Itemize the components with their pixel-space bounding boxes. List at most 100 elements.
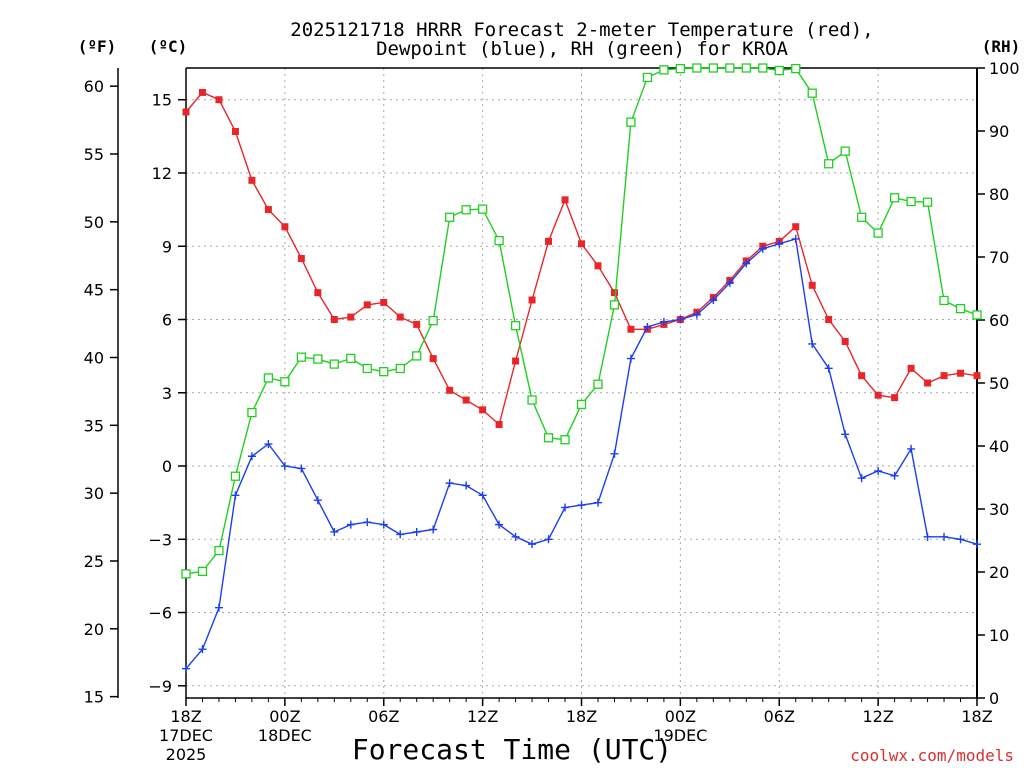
- temperature-point: [891, 394, 899, 402]
- dewpoint-point: [824, 364, 833, 373]
- fahrenheit-tick-label: 15: [84, 688, 104, 707]
- dewpoint-point: [346, 520, 355, 529]
- x-tick-label: 18Z: [566, 707, 597, 726]
- rh-point: [181, 569, 191, 579]
- rh-point: [576, 399, 587, 410]
- rh-point: [214, 545, 224, 556]
- dewpoint-point: [857, 474, 866, 483]
- rh-point: [626, 117, 636, 127]
- dewpoint-point: [379, 520, 388, 529]
- rh-point: [906, 196, 916, 207]
- dewpoint-point: [247, 452, 256, 461]
- chart-title-line2: Dewpoint (blue), RH (green) for KROA: [376, 38, 788, 60]
- dewpoint-point: [593, 498, 602, 507]
- x-tick-label: 12Z: [467, 707, 498, 726]
- rh-point: [807, 88, 817, 98]
- rh-tick-label: 80: [989, 185, 1009, 204]
- temperature-point: [363, 301, 371, 309]
- temperature-point: [858, 372, 866, 380]
- temperature-point: [907, 364, 915, 372]
- rh-tick-label: 30: [989, 500, 1009, 519]
- x-tick-label: 18Z: [961, 707, 992, 726]
- rh-point: [675, 63, 686, 74]
- chart-title-line1: 2025121718 HRRR Forecast 2-meter Tempera…: [290, 19, 873, 41]
- temperature-point: [182, 108, 190, 116]
- watermark: coolwx.com/models: [850, 746, 1014, 765]
- dewpoint-point: [462, 481, 471, 490]
- rh-point: [379, 367, 389, 377]
- dewpoint-point: [643, 322, 652, 331]
- x-tick-label: 18DEC: [258, 726, 312, 745]
- rh-tick-label: 90: [989, 122, 1009, 141]
- dewpoint-point: [264, 440, 273, 449]
- dewpoint-point: [791, 234, 800, 243]
- rh-point: [609, 300, 620, 310]
- x-axis-label: Forecast Time (UTC): [352, 733, 672, 766]
- x-tick-label: 19DEC: [653, 726, 707, 745]
- rh-tick-label: 100: [989, 59, 1020, 78]
- rh-point: [247, 407, 257, 418]
- temperature-point: [578, 240, 585, 248]
- temperature-point: [940, 372, 948, 380]
- x-tick-label: 06Z: [764, 707, 795, 726]
- dewpoint-point: [890, 471, 899, 480]
- x-tick-label: 00Z: [269, 707, 300, 726]
- dewpoint-point: [330, 527, 339, 536]
- rh-axis-unit: (RH): [982, 37, 1021, 56]
- rh-point: [543, 433, 554, 443]
- celsius-tick-label: 12: [152, 164, 172, 183]
- rh-point: [445, 212, 455, 222]
- rh-point: [494, 235, 504, 246]
- temperature-point: [792, 223, 800, 231]
- rh-point: [296, 352, 307, 362]
- rh-point: [395, 363, 405, 374]
- temperature-point: [528, 296, 536, 304]
- rh-point: [824, 159, 834, 169]
- dewpoint-point: [577, 501, 586, 510]
- fahrenheit-tick-label: 25: [84, 552, 104, 571]
- celsius-tick-label: 15: [152, 91, 172, 110]
- dewpoint-point: [231, 491, 240, 500]
- dewpoint-point: [940, 532, 949, 541]
- celsius-tick-label: −9: [148, 677, 172, 696]
- temperature-point: [380, 298, 388, 306]
- dewpoint-point: [280, 462, 289, 471]
- rh-point: [774, 65, 784, 76]
- fahrenheit-tick-label: 60: [84, 77, 104, 96]
- rh-point: [510, 321, 521, 331]
- temperature-point: [462, 396, 470, 404]
- temperature-point: [281, 223, 289, 231]
- dewpoint-point: [841, 430, 850, 439]
- temperature-point: [495, 421, 503, 429]
- temperature-point: [231, 127, 239, 135]
- dewpoint-point: [182, 664, 190, 673]
- rh-point: [939, 295, 949, 306]
- temperature-point: [429, 355, 437, 363]
- dewpoint-point: [214, 603, 223, 612]
- rh-point: [428, 315, 438, 326]
- x-tick-label: 2025: [166, 745, 207, 764]
- rh-point: [692, 63, 702, 73]
- fahrenheit-axis-unit: (ºF): [78, 37, 117, 56]
- celsius-tick-label: 9: [162, 237, 172, 256]
- rh-point: [791, 63, 801, 74]
- dewpoint-point: [198, 645, 207, 654]
- celsius-axis-unit: (ºC): [149, 37, 188, 56]
- rh-point: [708, 63, 718, 73]
- temperature-point: [248, 176, 256, 184]
- rh-point: [642, 72, 653, 83]
- temperature-point: [396, 313, 404, 321]
- tick-labels: 15129630−3−6−960555045403530252015100908…: [84, 59, 1020, 764]
- temperature-point: [874, 391, 882, 399]
- rh-point: [412, 351, 422, 361]
- rh-point: [856, 212, 867, 222]
- fahrenheit-tick-label: 30: [84, 484, 104, 503]
- dewpoint-point: [923, 532, 932, 541]
- temperature-point: [594, 262, 602, 270]
- dewpoint-point: [775, 239, 784, 248]
- series-relative-humidity: [181, 63, 982, 579]
- dewpoint-point: [874, 466, 883, 475]
- fahrenheit-tick-label: 40: [84, 348, 104, 367]
- dewpoint-point: [907, 444, 916, 453]
